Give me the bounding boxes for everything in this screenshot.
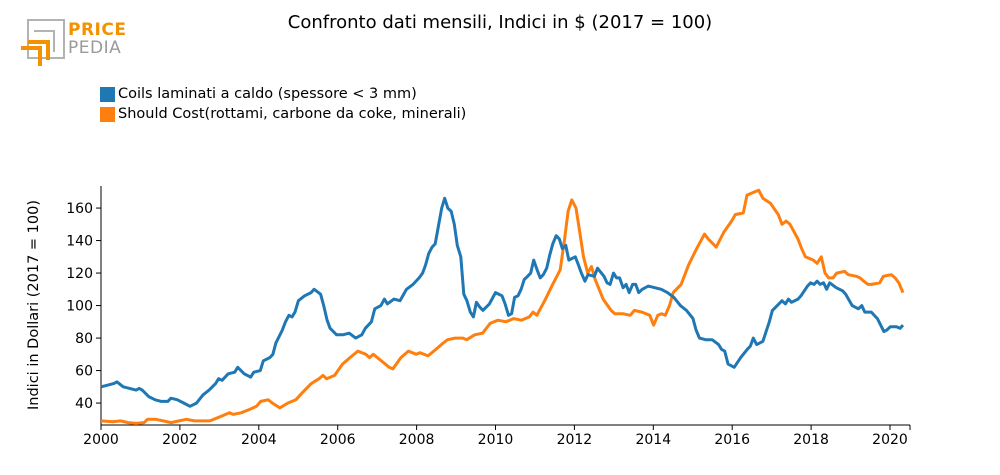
x-tick-label: 2012 xyxy=(557,432,593,448)
logo-text-pedia: PEDIA xyxy=(68,38,122,58)
y-tick-label: 100 xyxy=(66,299,93,315)
legend-item-coils: Coils laminati a caldo (spessore < 3 mm) xyxy=(100,84,466,104)
x-tick-label: 2000 xyxy=(83,432,119,448)
x-tick-label: 2002 xyxy=(162,432,198,448)
chart-title: Confronto dati mensili, Indici in $ (201… xyxy=(287,12,713,33)
legend-swatch-orange xyxy=(100,106,115,122)
series-line-should-cost xyxy=(100,188,905,425)
series-line-coils xyxy=(100,196,905,408)
y-tick-label: 160 xyxy=(66,201,93,217)
x-tick-label: 2008 xyxy=(399,432,435,448)
y-tick-label: 80 xyxy=(75,331,93,347)
x-tick-label: 2010 xyxy=(478,432,514,448)
pricepedia-logo xyxy=(18,18,128,70)
legend-label: Should Cost(rottami, carbone da coke, mi… xyxy=(118,106,467,122)
legend: Coils laminati a caldo (spessore < 3 mm)… xyxy=(100,84,466,124)
y-tick-label: 120 xyxy=(66,266,93,282)
logo-text-price: PRICE xyxy=(68,20,127,40)
x-tick-label: 2018 xyxy=(793,432,829,448)
x-tick-label: 2020 xyxy=(872,432,908,448)
y-axis-label: Indici in Dollari (2017 = 100) xyxy=(26,200,42,410)
y-tick-label: 140 xyxy=(66,234,93,250)
y-tick-label: 40 xyxy=(75,396,93,412)
legend-item-should-cost: Should Cost(rottami, carbone da coke, mi… xyxy=(100,104,466,124)
x-tick-label: 2004 xyxy=(241,432,277,448)
logo-mark-icon xyxy=(21,19,65,66)
legend-label: Coils laminati a caldo (spessore < 3 mm) xyxy=(118,86,417,102)
x-tick-label: 2016 xyxy=(714,432,750,448)
x-tick-label: 2006 xyxy=(320,432,356,448)
x-tick-label: 2014 xyxy=(635,432,671,448)
y-tick-label: 60 xyxy=(75,364,93,380)
legend-swatch-blue xyxy=(100,86,115,102)
